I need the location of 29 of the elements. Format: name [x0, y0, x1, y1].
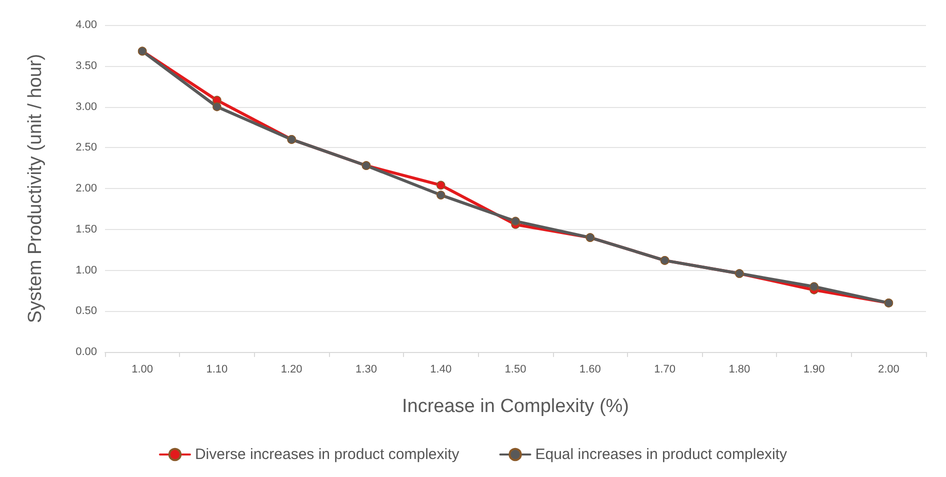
y-tick-label: 0.50	[76, 305, 97, 318]
y-tick-label: 0.00	[76, 346, 97, 358]
point	[436, 180, 446, 190]
x-tick-label: 1.60	[579, 364, 601, 376]
x-tick-label: 1.10	[206, 364, 228, 376]
point	[511, 216, 520, 226]
legend-label: Equal increases in product complexity	[535, 446, 788, 463]
legend-label: Diverse increases in product complexity	[194, 446, 460, 463]
y-tick-label: 3.00	[76, 100, 97, 113]
y-tick-label: 1.00	[76, 264, 97, 276]
y-tick-label: 3.50	[76, 60, 97, 72]
x-tick-label: 1.80	[728, 364, 750, 376]
point	[212, 102, 222, 112]
y-tick-label: 4.00	[76, 19, 97, 31]
x-tick-label: 1.90	[803, 364, 825, 376]
y-axis-title: System Productivity (unit / hour)	[25, 54, 46, 324]
y-tick-label: 2.50	[76, 142, 97, 154]
y-tick-label: 2.00	[76, 182, 97, 194]
point	[436, 190, 446, 200]
x-tick-label: 1.50	[504, 364, 526, 376]
x-tick-label: 1.30	[356, 364, 377, 376]
x-tick-label: 1.40	[430, 364, 452, 376]
point	[810, 282, 818, 291]
x-tick-label: 2.00	[878, 364, 900, 376]
x-axis-title: Increase in Complexity (%)	[402, 396, 630, 417]
y-tick-label: 1.50	[76, 223, 97, 236]
x-tick-label: 1.00	[132, 364, 154, 376]
x-tick-label: 1.70	[654, 364, 676, 376]
x-tick-label: 1.20	[280, 364, 302, 376]
